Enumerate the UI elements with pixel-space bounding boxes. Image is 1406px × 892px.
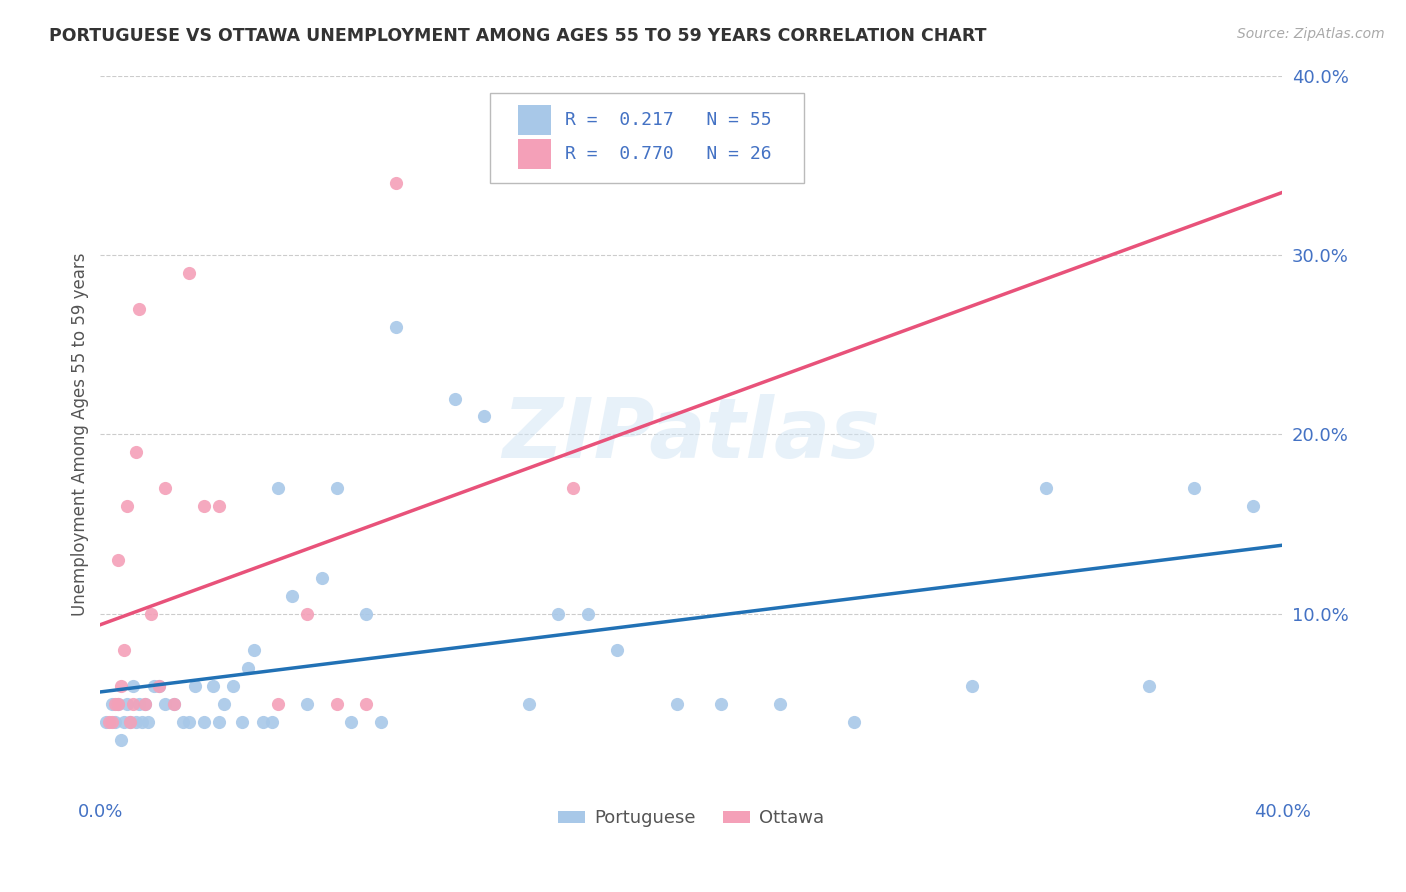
Point — [356, 697, 378, 711]
Point — [139, 607, 162, 621]
Point — [128, 697, 150, 711]
Point — [1241, 500, 1264, 514]
Point — [311, 571, 333, 585]
Bar — [517, 138, 551, 169]
Point — [444, 392, 467, 406]
Point — [115, 500, 138, 514]
Point — [517, 697, 540, 711]
Point — [184, 679, 207, 693]
Point — [606, 642, 628, 657]
Point — [107, 553, 129, 567]
Point — [128, 301, 150, 316]
Point — [385, 319, 408, 334]
Point — [842, 714, 865, 729]
Point — [148, 679, 170, 693]
Point — [107, 697, 129, 711]
Point — [281, 589, 304, 603]
Point — [576, 607, 599, 621]
Point — [101, 714, 124, 729]
Point — [193, 500, 215, 514]
Point — [110, 732, 132, 747]
Point — [142, 679, 165, 693]
Point — [112, 714, 135, 729]
Text: PORTUGUESE VS OTTAWA UNEMPLOYMENT AMONG AGES 55 TO 59 YEARS CORRELATION CHART: PORTUGUESE VS OTTAWA UNEMPLOYMENT AMONG … — [49, 27, 987, 45]
Text: Source: ZipAtlas.com: Source: ZipAtlas.com — [1237, 27, 1385, 41]
Point — [125, 714, 148, 729]
Point — [177, 714, 200, 729]
Point — [252, 714, 274, 729]
Point — [118, 714, 141, 729]
Point — [207, 714, 229, 729]
Point — [104, 697, 127, 711]
Point — [236, 661, 259, 675]
Point — [340, 714, 363, 729]
Point — [266, 697, 288, 711]
Point — [385, 176, 408, 190]
Legend: Portuguese, Ottawa: Portuguese, Ottawa — [551, 802, 831, 835]
Point — [295, 697, 318, 711]
Point — [172, 714, 194, 729]
Point — [148, 679, 170, 693]
Point — [121, 679, 143, 693]
Point — [769, 697, 792, 711]
Point — [112, 642, 135, 657]
Point — [1035, 481, 1057, 495]
Point — [547, 607, 569, 621]
Point — [960, 679, 983, 693]
Text: R =  0.217   N = 55: R = 0.217 N = 55 — [565, 111, 772, 129]
Point — [243, 642, 266, 657]
Point — [370, 714, 392, 729]
Point — [260, 714, 283, 729]
Point — [295, 607, 318, 621]
Point — [118, 714, 141, 729]
Point — [101, 697, 124, 711]
Y-axis label: Unemployment Among Ages 55 to 59 years: Unemployment Among Ages 55 to 59 years — [72, 252, 89, 616]
Point — [474, 409, 496, 424]
Point — [231, 714, 253, 729]
Bar — [517, 105, 551, 135]
Point — [155, 481, 177, 495]
Point — [207, 500, 229, 514]
Point — [710, 697, 733, 711]
Point — [356, 607, 378, 621]
Point — [562, 481, 585, 495]
FancyBboxPatch shape — [491, 94, 804, 183]
Point — [665, 697, 688, 711]
Point — [121, 697, 143, 711]
Point — [110, 679, 132, 693]
Point — [96, 714, 118, 729]
Point — [266, 481, 288, 495]
Point — [107, 697, 129, 711]
Point — [325, 697, 347, 711]
Point — [325, 481, 347, 495]
Point — [104, 714, 127, 729]
Point — [177, 266, 200, 280]
Point — [201, 679, 224, 693]
Point — [222, 679, 245, 693]
Point — [134, 697, 156, 711]
Point — [163, 697, 186, 711]
Text: R =  0.770   N = 26: R = 0.770 N = 26 — [565, 145, 772, 162]
Point — [1137, 679, 1160, 693]
Point — [131, 714, 153, 729]
Point — [136, 714, 159, 729]
Point — [115, 697, 138, 711]
Point — [163, 697, 186, 711]
Point — [98, 714, 121, 729]
Point — [1182, 481, 1205, 495]
Point — [134, 697, 156, 711]
Point — [193, 714, 215, 729]
Point — [214, 697, 236, 711]
Point — [125, 445, 148, 459]
Text: ZIPatlas: ZIPatlas — [502, 394, 880, 475]
Point — [155, 697, 177, 711]
